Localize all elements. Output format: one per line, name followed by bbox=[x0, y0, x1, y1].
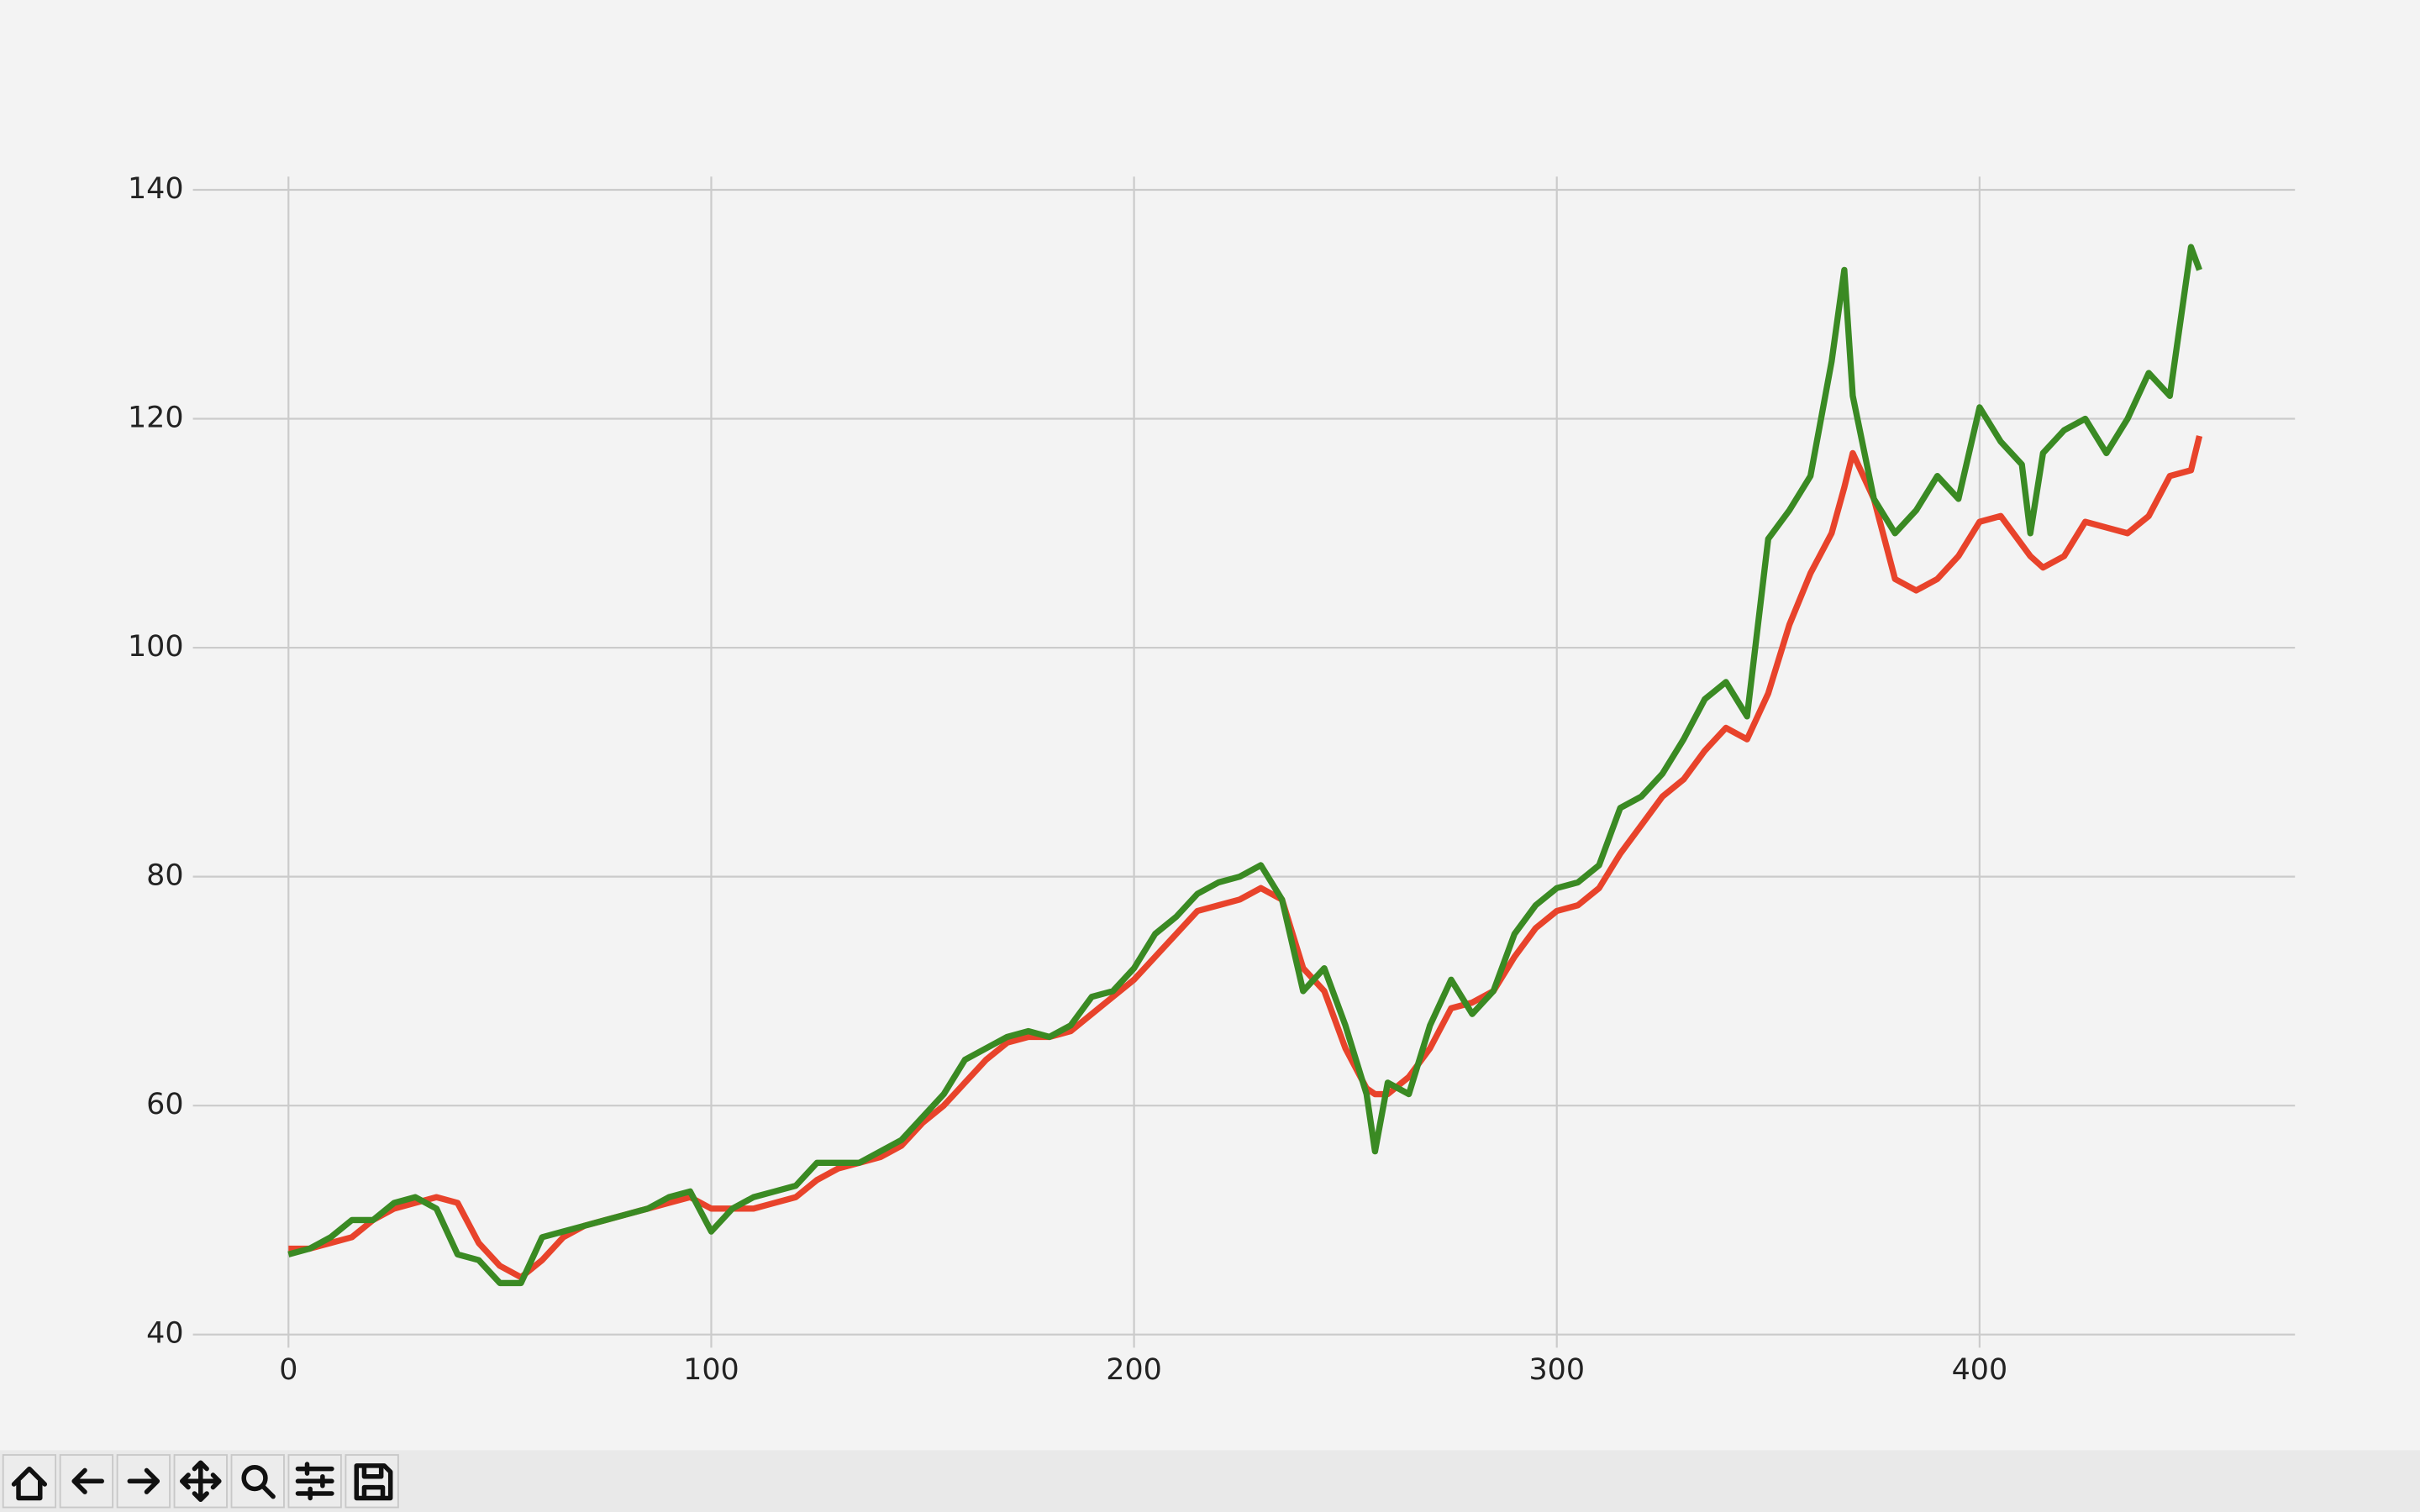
home-button[interactable] bbox=[2, 1454, 57, 1509]
y-tick-label: 40 bbox=[146, 1317, 183, 1351]
y-tick-label: 140 bbox=[128, 172, 184, 206]
configure-button[interactable] bbox=[287, 1454, 342, 1509]
series-line bbox=[287, 244, 2202, 1287]
x-tick-label: 0 bbox=[279, 1353, 297, 1387]
x-tick-label: 100 bbox=[683, 1353, 739, 1387]
y-tick-label: 60 bbox=[146, 1088, 183, 1121]
x-tick-label: 300 bbox=[1528, 1353, 1585, 1387]
save-button[interactable] bbox=[345, 1454, 399, 1509]
zoom-button[interactable] bbox=[230, 1454, 285, 1509]
x-tick-label: 200 bbox=[1106, 1353, 1162, 1387]
x-tick-label: 400 bbox=[1952, 1353, 2008, 1387]
plot-area: 40 60 80 100 120 140 0 100 200 300 400 bbox=[128, 172, 2296, 1387]
figure-background bbox=[0, 0, 2420, 1451]
toolbar-background bbox=[0, 1450, 2420, 1512]
toolbar bbox=[0, 1450, 2420, 1512]
y-tick-label: 100 bbox=[128, 630, 184, 664]
y-tick-label: 120 bbox=[128, 402, 184, 435]
pan-button[interactable] bbox=[173, 1454, 228, 1509]
forward-button[interactable] bbox=[116, 1454, 171, 1509]
y-tick-label: 80 bbox=[146, 859, 183, 893]
back-button[interactable] bbox=[59, 1454, 113, 1509]
